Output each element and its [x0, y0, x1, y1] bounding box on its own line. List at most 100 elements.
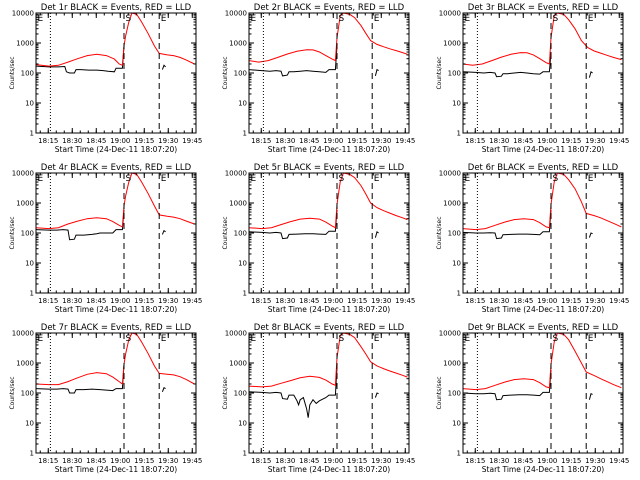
lld-series-line [248, 332, 408, 388]
x-tick-label: 19:30 [585, 137, 605, 145]
x-tick-label: 19:30 [158, 457, 178, 465]
x-tick-label: 19:30 [585, 297, 605, 305]
x-tick-label: 19:15 [347, 137, 367, 145]
marker-s: S [339, 174, 345, 184]
marker-s: S [126, 174, 132, 184]
plot-frame [35, 172, 197, 294]
x-tick-label: 19:45 [395, 457, 415, 465]
y-tick-label: 1 [243, 450, 247, 458]
y-axis-label: Counts/sec [9, 376, 16, 409]
marker-e: E [374, 14, 380, 24]
x-tick-label: 18:45 [86, 137, 106, 145]
x-axis-label: Start Time (24-Dec-11 18:07:20) [55, 465, 177, 474]
panel-title: Det 2r BLACK = Events, RED = LLD [254, 3, 405, 13]
y-tick-label: 10000 [225, 330, 247, 338]
y-tick-label: 100 [448, 70, 461, 78]
y-tick-label: 1000 [229, 40, 247, 48]
y-axis-label: Counts/sec [436, 376, 443, 409]
x-tick-label: 19:00 [110, 457, 130, 465]
x-tick-label: 18:15 [251, 457, 271, 465]
x-tick-label: 19:45 [609, 137, 629, 145]
y-tick-label: 10 [238, 260, 247, 268]
x-axis-label: Start Time (24-Dec-11 18:07:20) [55, 145, 177, 154]
events-series-line [374, 230, 379, 238]
y-tick-label: 100 [21, 70, 34, 78]
x-axis-label: Start Time (24-Dec-11 18:07:20) [482, 305, 604, 314]
marker-e: E [38, 174, 44, 184]
x-tick-label: 19:00 [110, 297, 130, 305]
y-axis-label: Counts/sec [222, 56, 229, 89]
x-tick-label: 18:45 [513, 137, 533, 145]
x-tick-label: 18:30 [62, 137, 82, 145]
lld-series-line [462, 332, 622, 391]
events-series-line [462, 369, 552, 401]
marker-e: E [38, 14, 44, 24]
x-tick-label: 19:00 [537, 297, 557, 305]
marker-e: E [588, 174, 594, 184]
events-series-line [374, 68, 379, 77]
y-tick-label: 1 [457, 290, 461, 298]
lld-series-line [35, 172, 195, 230]
marker-s: S [553, 334, 559, 344]
y-tick-label: 1000 [16, 360, 34, 368]
y-tick-label: 1 [30, 450, 34, 458]
x-tick-label: 18:15 [465, 457, 485, 465]
y-tick-label: 100 [21, 230, 34, 238]
y-tick-label: 10 [25, 100, 34, 108]
events-series-line [248, 45, 338, 77]
x-tick-label: 18:30 [62, 457, 82, 465]
x-tick-label: 18:15 [251, 137, 271, 145]
marker-e: E [374, 174, 380, 184]
marker-s: S [126, 334, 132, 344]
marker-s: S [553, 14, 559, 24]
y-tick-label: 100 [448, 390, 461, 398]
x-axis-label: Start Time (24-Dec-11 18:07:20) [55, 305, 177, 314]
y-tick-label: 10000 [225, 10, 247, 18]
x-axis-label: Start Time (24-Dec-11 18:07:20) [482, 465, 604, 474]
lld-series-line [462, 12, 622, 66]
y-tick-label: 1 [30, 130, 34, 138]
x-tick-label: 19:45 [182, 457, 202, 465]
lld-series-line [35, 12, 195, 67]
marker-e: E [588, 334, 594, 344]
events-series-line [161, 386, 166, 392]
x-tick-label: 19:15 [134, 137, 154, 145]
y-tick-label: 10000 [12, 10, 34, 18]
marker-e: E [161, 14, 167, 24]
events-series-line [35, 209, 125, 241]
x-tick-label: 18:15 [38, 457, 58, 465]
y-tick-label: 10 [452, 420, 461, 428]
events-series-line [161, 229, 166, 235]
y-tick-label: 1 [30, 290, 34, 298]
lld-series-line [35, 332, 195, 386]
y-tick-label: 10000 [439, 330, 461, 338]
y-tick-label: 10 [238, 420, 247, 428]
x-tick-label: 18:30 [489, 457, 509, 465]
x-tick-label: 19:00 [323, 457, 343, 465]
y-tick-label: 10 [452, 260, 461, 268]
marker-e: E [588, 14, 594, 24]
y-axis-label: Counts/sec [9, 216, 16, 249]
events-series-line [462, 209, 552, 240]
x-tick-label: 19:45 [609, 457, 629, 465]
x-tick-label: 19:15 [347, 297, 367, 305]
x-tick-label: 19:30 [371, 137, 391, 145]
marker-e: E [465, 14, 471, 24]
x-tick-label: 19:00 [323, 137, 343, 145]
events-series-line [588, 70, 593, 78]
x-tick-label: 19:15 [561, 457, 581, 465]
y-tick-label: 100 [21, 390, 34, 398]
y-axis-label: Counts/sec [222, 376, 229, 409]
y-tick-label: 10 [238, 100, 247, 108]
x-tick-label: 19:15 [134, 297, 154, 305]
marker-s: S [339, 14, 345, 24]
x-tick-label: 19:00 [537, 137, 557, 145]
y-tick-label: 1000 [443, 40, 461, 48]
x-axis-label: Start Time (24-Dec-11 18:07:20) [268, 145, 390, 154]
